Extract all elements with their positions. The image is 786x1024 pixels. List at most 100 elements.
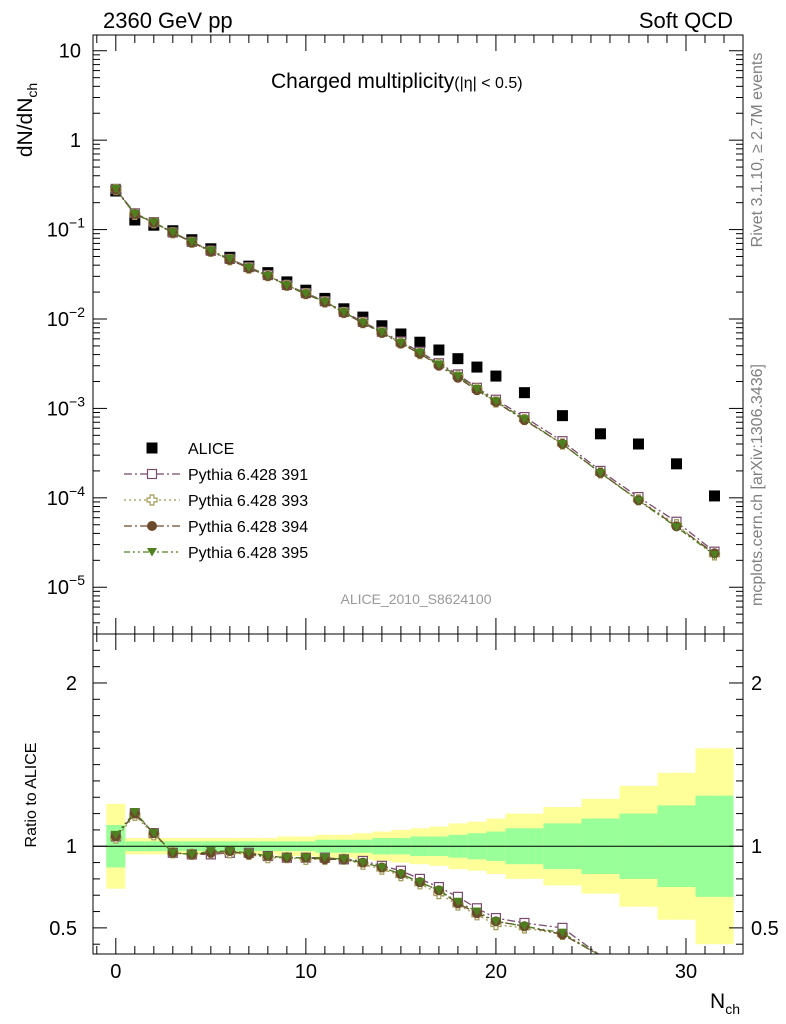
ratio-series-pythia-6-428-395 [110, 807, 600, 954]
y-tick-base: 10 [47, 577, 69, 599]
x-axis-label: Nch [710, 990, 740, 1017]
category-label: Soft QCD [639, 8, 733, 33]
y-tick-base: 10 [47, 309, 69, 331]
y-tick-exponent: −2 [69, 304, 85, 320]
marker-filled-triangle-down [300, 289, 311, 299]
marker-filled-triangle-down [709, 550, 720, 560]
marker-filled-triangle-down [595, 468, 606, 478]
marker-filled-square [518, 387, 530, 399]
marker-filled-triangle-down [414, 348, 425, 358]
ratio-y-tick-label-left: 1 [66, 836, 77, 858]
marker-filled-triangle-down [557, 928, 568, 938]
legend-entry: ALICE [146, 441, 234, 458]
ratio-series-line [115, 811, 600, 954]
legend-label: Pythia 6.428 394 [188, 519, 308, 536]
marker-filled-triangle-down [262, 271, 273, 281]
marker-filled-triangle-down [519, 415, 530, 424]
y-tick-base: 10 [47, 488, 69, 510]
marker-filled-triangle-down [319, 853, 330, 863]
marker-filled-triangle-down [281, 281, 292, 290]
marker-filled-triangle-down [281, 853, 292, 863]
marker-filled-triangle-down [205, 847, 216, 856]
marker-filled-triangle-down [414, 878, 425, 887]
marker-filled-triangle-down [186, 237, 197, 247]
legend-entry: Pythia 6.428 393 [124, 493, 308, 510]
marker-filled-triangle-down [129, 807, 140, 817]
marker-filled-square [452, 353, 464, 365]
marker-filled-square [395, 328, 407, 340]
y-tick-base: 10 [59, 41, 81, 63]
marker-filled-triangle-down [319, 297, 330, 307]
rivet-version-text: Rivet 3.1.10, ≥ 2.7M events [749, 53, 766, 248]
marker-filled-triangle-down [357, 858, 368, 868]
y-tick-label: 10−3 [47, 393, 85, 420]
ratio-y-tick-label-left: 0.5 [49, 918, 77, 940]
y-tick-label: 1 [70, 130, 81, 152]
marker-filled-triangle-down [671, 523, 682, 532]
marker-filled-triangle-down [490, 917, 501, 926]
marker-filled-triangle-down [633, 496, 644, 506]
marker-filled-triangle-down [452, 897, 463, 907]
y-tick-label: 10−2 [47, 304, 85, 331]
series-pythia-6-428-395 [110, 184, 720, 560]
marker-filled-triangle-down [395, 338, 406, 348]
marker-filled-triangle-down [338, 855, 349, 864]
marker-filled-triangle-down [186, 850, 197, 859]
y-tick-base: 10 [47, 220, 69, 242]
legend-entry: Pythia 6.428 395 [124, 545, 308, 562]
marker-filled-triangle-down [433, 886, 444, 895]
marker-filled-triangle-down [205, 246, 216, 256]
y-tick-label: 10−5 [47, 572, 85, 599]
legend-entry: Pythia 6.428 394 [124, 519, 308, 536]
ratio-x-ticks: 0 10 20 30 [96, 634, 744, 983]
energy-label: 2360 GeV pp [103, 8, 233, 33]
marker-filled-triangle-down [110, 830, 121, 840]
y-tick-base: 10 [47, 398, 69, 420]
marker-filled-triangle-down [471, 907, 482, 917]
y-tick-exponent: −1 [69, 215, 85, 231]
marker-filled-circle [147, 521, 157, 531]
source-text: mcplots.cern.ch [arXiv:1306.3436] [749, 364, 766, 606]
marker-filled-square [433, 344, 445, 356]
marker-filled-triangle-down [376, 863, 387, 872]
marker-filled-triangle-down [243, 848, 254, 858]
marker-filled-square [129, 214, 141, 226]
legend: ALICE Pythia 6.428 391 Pythia 6.428 393 Pyt… [124, 441, 308, 562]
ratio-y-tick-label-left: 2 [66, 673, 77, 695]
marker-filled-square [594, 428, 606, 440]
main-title-text: Charged multiplicity [271, 70, 455, 93]
main-y-axis-label-text: dN/dN [14, 98, 37, 158]
marker-open-cross [146, 494, 158, 506]
marker-filled-triangle-down [471, 384, 482, 394]
marker-filled-triangle-down [167, 228, 178, 237]
y-tick-exponent: −4 [69, 483, 85, 499]
marker-filled-square [471, 361, 483, 373]
legend-label: Pythia 6.428 391 [188, 467, 308, 484]
marker-filled-triangle-down [300, 853, 311, 863]
y-tick-exponent: −3 [69, 393, 85, 409]
main-y-axis-label: dN/dNch [14, 83, 40, 157]
marker-filled-square [556, 410, 568, 422]
marker-filled-triangle-down [148, 218, 159, 227]
marker-filled-triangle-down [148, 829, 159, 838]
y-tick-label: 10−1 [47, 215, 85, 242]
marker-filled-triangle-down [490, 397, 501, 406]
main-y-axis-label-sub: ch [24, 83, 40, 98]
marker-filled-triangle-down [243, 263, 254, 273]
marker-filled-triangle-down [167, 848, 178, 858]
x-tick-label: 10 [295, 961, 317, 983]
x-tick-label: 0 [110, 961, 121, 983]
y-tick-label: 10 [59, 41, 81, 63]
marker-filled-triangle-down [395, 870, 406, 879]
y-tick-label: 10−4 [47, 483, 85, 510]
ratio-y-ticks: 0.5 0.5 1 1 2 2 [49, 649, 779, 945]
marker-filled-triangle-down [452, 372, 463, 381]
ratio-y-tick-label-right: 2 [751, 673, 762, 695]
ratio-plot-border [92, 633, 744, 955]
x-axis-label-text: N [710, 990, 725, 1013]
marker-filled-square [146, 442, 158, 454]
ratio-y-axis-label: Ratio to ALICE [23, 743, 40, 848]
x-axis-label-sub: ch [725, 1001, 740, 1017]
ratio-series-layer [110, 807, 600, 954]
